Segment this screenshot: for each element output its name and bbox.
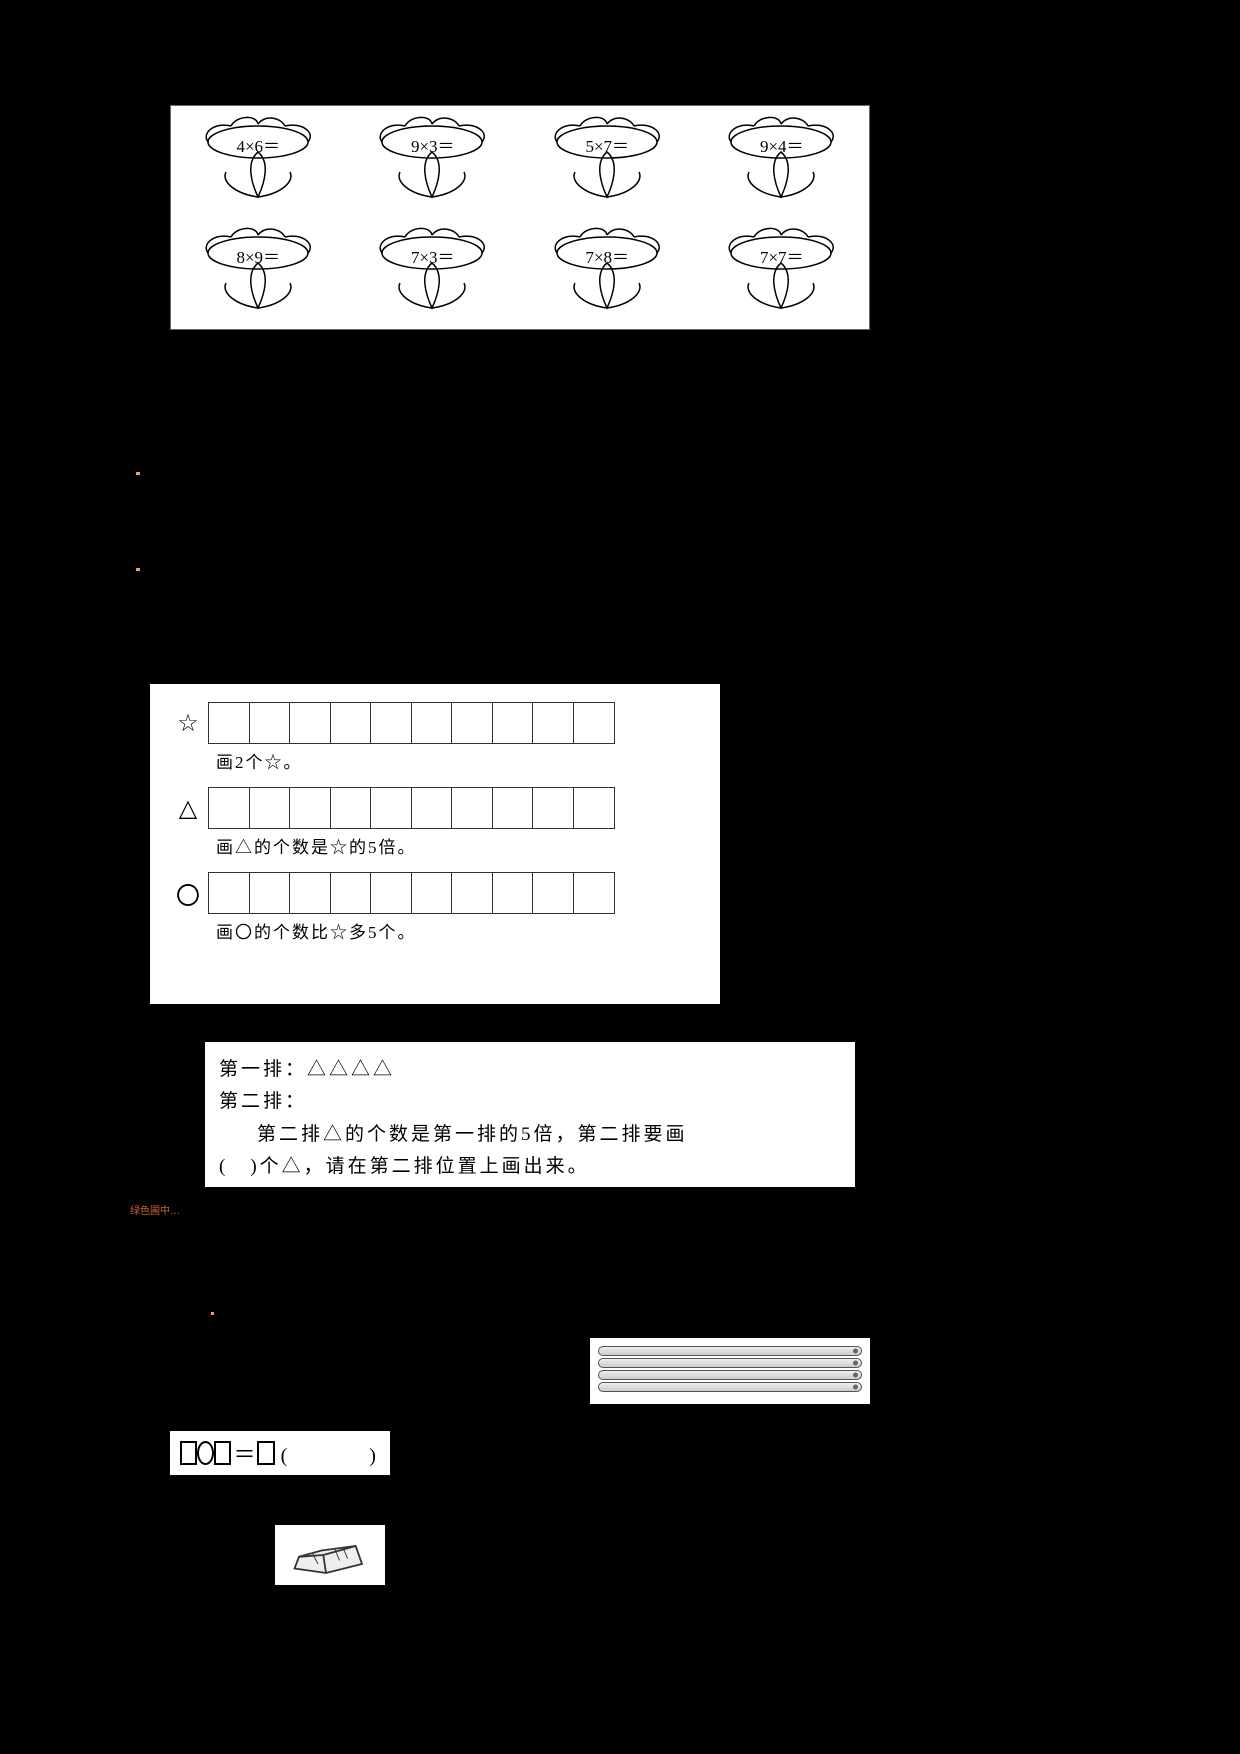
answer-box xyxy=(411,702,453,744)
equals-sign: ＝ xyxy=(233,1437,255,1469)
decoration-dot xyxy=(211,1312,214,1315)
flower-multiplication-panel: 4×6＝ 9×3＝ 5×7＝ xyxy=(170,105,870,330)
answer-box xyxy=(208,702,250,744)
flower: 9×4＝ xyxy=(704,112,859,212)
answer-box xyxy=(289,702,331,744)
answer-box xyxy=(330,702,372,744)
worksheet-page: 4×6＝ 9×3＝ 5×7＝ xyxy=(0,0,1240,1754)
flower-expression: 7×8＝ xyxy=(530,243,685,268)
flower-expression: 4×6＝ xyxy=(181,132,336,157)
answer-box xyxy=(289,872,331,914)
answer-box xyxy=(532,872,574,914)
flower: 8×9＝ xyxy=(181,223,336,323)
tri-line-3: 第二排△的个数是第一排的5倍，第二排要画 xyxy=(219,1119,841,1151)
answer-box xyxy=(573,787,615,829)
flower: 5×7＝ xyxy=(530,112,685,212)
answer-box xyxy=(492,702,534,744)
answer-box xyxy=(411,872,453,914)
answer-box xyxy=(370,787,412,829)
answer-box xyxy=(289,787,331,829)
stick xyxy=(598,1370,862,1380)
answer-box xyxy=(411,787,453,829)
equation-blank: ＝ ( ) xyxy=(170,1431,390,1475)
flower: 7×7＝ xyxy=(704,223,859,323)
answer-box xyxy=(573,702,615,744)
flower-expression: 7×3＝ xyxy=(355,243,510,268)
star-instruction: 画2个☆。 xyxy=(216,748,702,773)
flower-row-2: 8×9＝ 7×3＝ 7×8＝ xyxy=(171,218,869,330)
decoration-dot xyxy=(136,568,140,571)
answer-box xyxy=(532,787,574,829)
triangle-row: △ xyxy=(168,787,702,829)
circle-boxes xyxy=(208,872,615,914)
draw-shapes-panel: ☆ 画2个☆。 △ 画△的个数是☆的5倍。 〇 画〇的个数比☆多5个。 xyxy=(150,684,720,1004)
book-image xyxy=(275,1525,385,1585)
flower-expression: 5×7＝ xyxy=(530,132,685,157)
decoration-dot xyxy=(136,472,140,475)
flower: 7×8＝ xyxy=(530,223,685,323)
stick xyxy=(598,1382,862,1392)
result-box xyxy=(257,1441,274,1465)
answer-box xyxy=(451,702,493,744)
answer-box xyxy=(330,872,372,914)
circle-instruction: 画〇的个数比☆多5个。 xyxy=(216,918,702,943)
watermark-text: 绿色圃中… xyxy=(130,1202,180,1217)
answer-box xyxy=(370,702,412,744)
star-boxes xyxy=(208,702,615,744)
answer-box xyxy=(249,702,291,744)
operand-box-1 xyxy=(180,1441,197,1465)
flower-expression: 8×9＝ xyxy=(181,243,336,268)
circle-row: 〇 xyxy=(168,872,702,914)
stick xyxy=(598,1346,862,1356)
triangle-symbol: △ xyxy=(168,794,208,823)
tri-line-4: ( )个△，请在第二排位置上画出来。 xyxy=(219,1151,841,1183)
triangle-boxes xyxy=(208,787,615,829)
flower-expression: 9×3＝ xyxy=(355,132,510,157)
flower: 7×3＝ xyxy=(355,223,510,323)
answer-box xyxy=(208,787,250,829)
stick xyxy=(598,1358,862,1368)
flower: 9×3＝ xyxy=(355,112,510,212)
answer-box xyxy=(249,872,291,914)
tri-line-2: 第二排： xyxy=(219,1086,841,1118)
operand-box-2 xyxy=(214,1441,231,1465)
unit-paren: ( ) xyxy=(281,1439,390,1468)
answer-box xyxy=(370,872,412,914)
answer-box xyxy=(249,787,291,829)
tri-line-1: 第一排：△△△△ xyxy=(219,1054,841,1086)
flower-expression: 9×4＝ xyxy=(704,132,859,157)
answer-box xyxy=(208,872,250,914)
flower-expression: 7×7＝ xyxy=(704,243,859,268)
answer-box xyxy=(451,872,493,914)
flower: 4×6＝ xyxy=(181,112,336,212)
triangle-instruction: 画△的个数是☆的5倍。 xyxy=(216,833,702,858)
answer-box xyxy=(451,787,493,829)
circle-symbol: 〇 xyxy=(168,876,208,911)
answer-box xyxy=(492,872,534,914)
answer-box xyxy=(573,872,615,914)
sticks-image xyxy=(590,1338,870,1404)
answer-box xyxy=(330,787,372,829)
star-row: ☆ xyxy=(168,702,702,744)
star-symbol: ☆ xyxy=(168,709,208,738)
flower-row-1: 4×6＝ 9×3＝ 5×7＝ xyxy=(171,106,869,218)
answer-box xyxy=(532,702,574,744)
operator-circle xyxy=(197,1441,214,1465)
triangle-row-problem: 第一排：△△△△ 第二排： 第二排△的个数是第一排的5倍，第二排要画 ( )个△… xyxy=(205,1042,855,1187)
answer-box xyxy=(492,787,534,829)
